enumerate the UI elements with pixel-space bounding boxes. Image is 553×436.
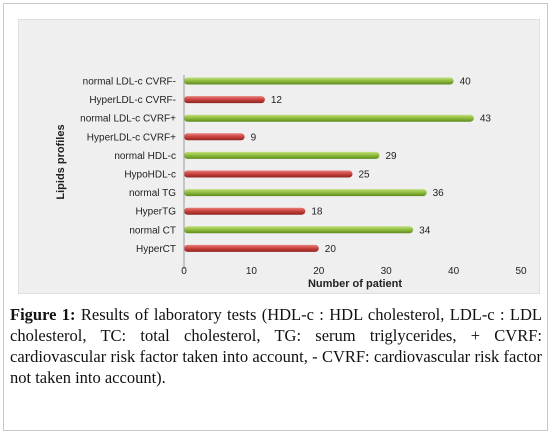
caption-label: Figure 1: (10, 305, 76, 324)
category-label: normal LDL-c CVRF+ (80, 114, 176, 125)
data-label: 9 (251, 132, 257, 143)
data-label: 40 (460, 77, 472, 88)
data-label: 18 (311, 207, 323, 218)
bar (184, 77, 454, 85)
bar (184, 96, 265, 104)
bar (184, 189, 427, 197)
data-label: 25 (359, 170, 371, 181)
category-label: HyperCT (136, 244, 176, 255)
x-tick-label: 30 (381, 266, 393, 277)
x-tick-label: 20 (313, 266, 325, 277)
category-label: normal CT (129, 225, 176, 236)
data-label: 29 (385, 151, 397, 162)
bar (184, 226, 414, 234)
bar-chart: normal LDL-c CVRF- 40 HyperLDL-c CVRF- 12 no… (18, 19, 540, 294)
x-ticks-layer: 0 10 20 30 40 50 (181, 266, 527, 277)
bar (184, 170, 353, 178)
category-label: normal TG (129, 188, 176, 199)
bars-layer: normal LDL-c CVRF- 40 HyperLDL-c CVRF- 12 no… (80, 77, 491, 255)
category-label: normal LDL-c CVRF- (83, 77, 176, 88)
data-label: 34 (419, 225, 431, 236)
bar (184, 244, 319, 252)
data-label: 12 (271, 95, 283, 106)
x-tick-label: 40 (448, 266, 460, 277)
x-tick-label: 50 (515, 266, 527, 277)
category-label: normal HDL-c (114, 151, 176, 162)
x-axis-label: Number of patient (308, 278, 402, 290)
figure-frame: normal LDL-c CVRF- 40 HyperLDL-c CVRF- 12 no… (3, 3, 548, 431)
bar (184, 133, 245, 141)
category-label: HyperLDL-c CVRF+ (87, 132, 176, 143)
data-label: 43 (480, 114, 492, 125)
x-tick-label: 0 (181, 266, 187, 277)
x-tick-label: 10 (246, 266, 258, 277)
category-label: HypoHDL-c (124, 170, 176, 181)
data-label: 20 (325, 244, 337, 255)
bar (184, 114, 474, 122)
category-label: HyperTG (135, 207, 176, 218)
figure-caption: Figure 1: Results of laboratory tests (H… (10, 304, 542, 388)
data-label: 36 (433, 188, 445, 199)
bar (184, 151, 380, 159)
caption-text: Results of laboratory tests (HDL-c : HDL… (10, 305, 542, 387)
category-label: HyperLDL-c CVRF- (89, 95, 176, 106)
y-axis-label: Lipids profiles (55, 124, 67, 199)
bar (184, 207, 306, 215)
